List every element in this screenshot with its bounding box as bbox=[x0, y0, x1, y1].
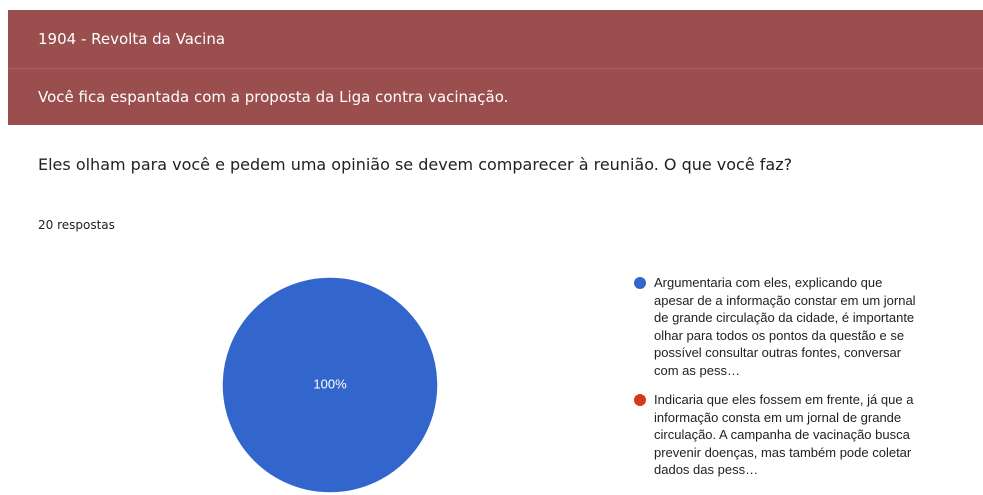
pie-slice bbox=[221, 276, 439, 494]
legend-label: Argumentaria com eles, explicando que ap… bbox=[654, 275, 916, 378]
form-description: Você fica espantada com a proposta da Li… bbox=[38, 88, 509, 106]
legend-swatch bbox=[634, 277, 646, 289]
response-count: 20 respostas bbox=[38, 218, 115, 232]
legend-item: Indicaria que eles fossem em frente, já … bbox=[632, 391, 932, 479]
legend-item: Argumentaria com eles, explicando que ap… bbox=[632, 274, 932, 379]
question: Eles olham para você e pedem uma opinião… bbox=[38, 155, 793, 174]
header-band bbox=[8, 10, 983, 125]
header-divider bbox=[8, 68, 983, 69]
legend-label: Indicaria que eles fossem em frente, já … bbox=[654, 392, 914, 477]
slice-label: 100% bbox=[313, 376, 347, 391]
form-title: 1904 - Revolta da Vacina bbox=[38, 30, 226, 48]
legend-swatch bbox=[634, 394, 646, 406]
